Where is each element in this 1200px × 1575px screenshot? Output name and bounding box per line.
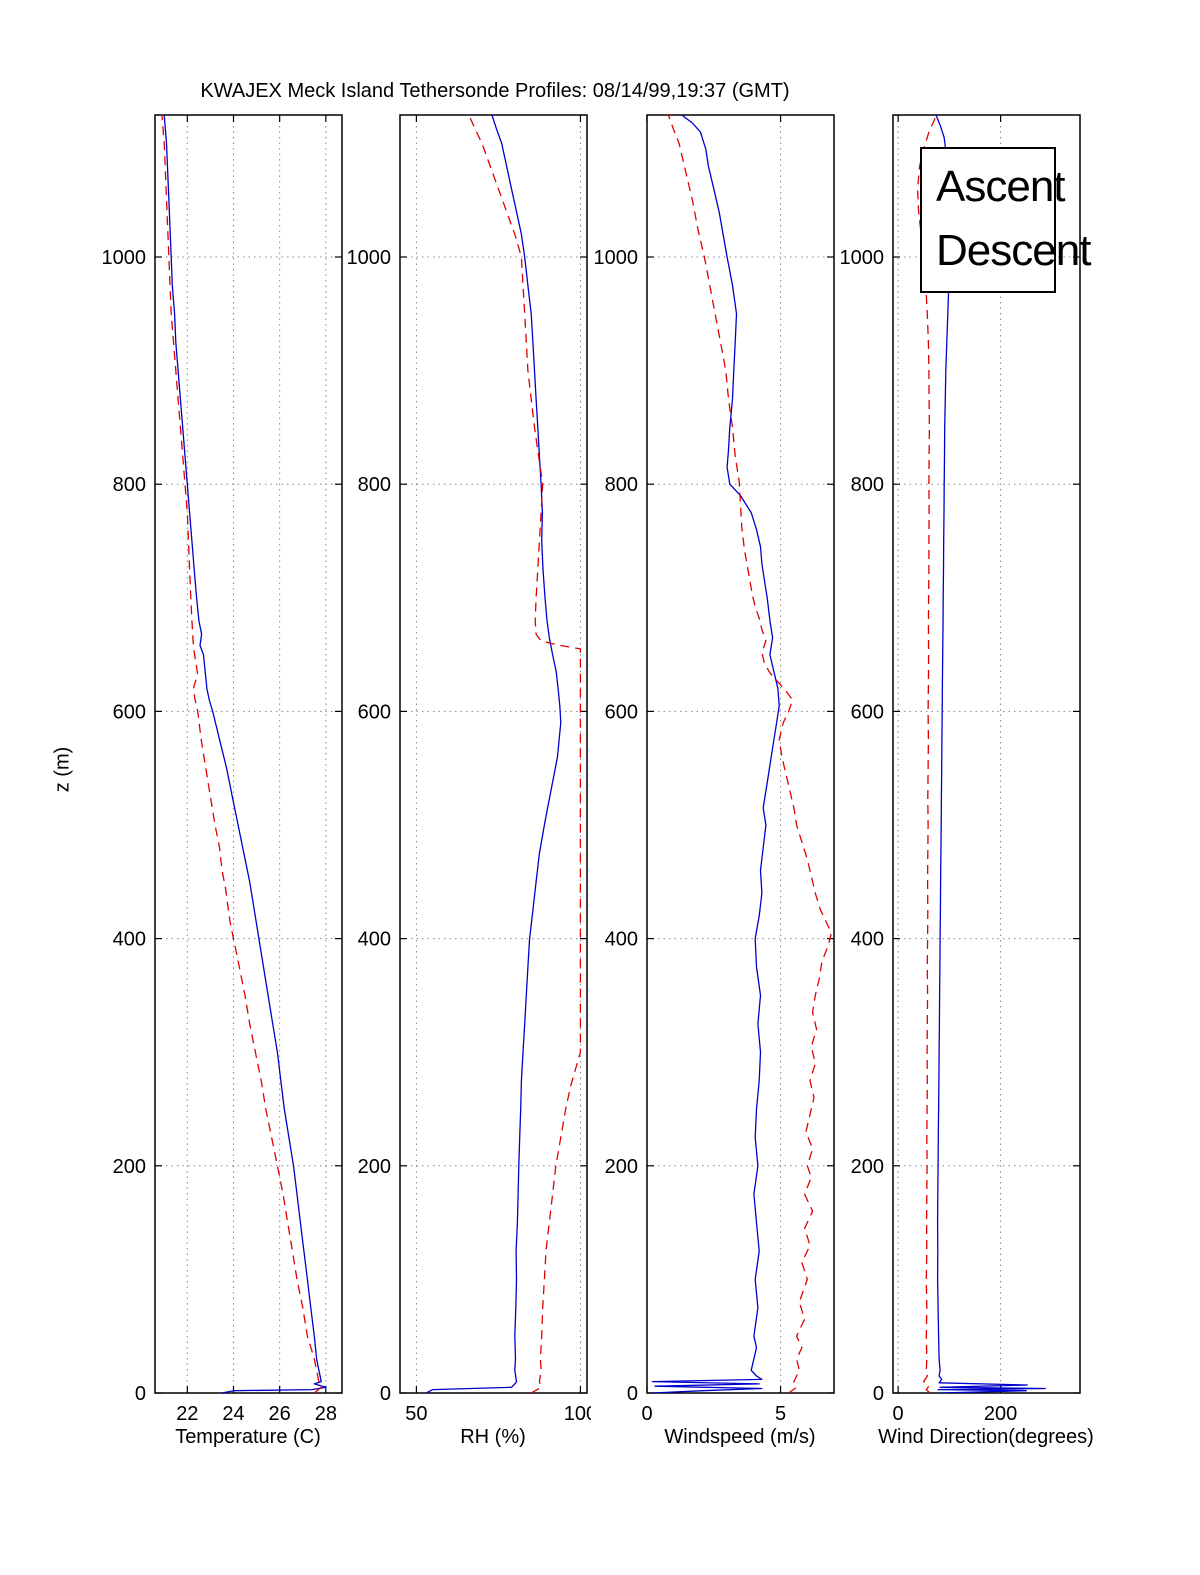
svg-text:0: 0	[873, 1383, 884, 1405]
svg-text:22: 22	[176, 1403, 198, 1425]
rh-plot: 0 200 400 600 800 1000 50 100	[347, 114, 591, 1425]
svg-text:200: 200	[358, 1156, 391, 1178]
svg-text:28: 28	[315, 1403, 337, 1425]
svg-text:1000: 1000	[102, 247, 147, 269]
temperature-plot: 0 200 400 600 800 1000 22 24 26 28	[102, 114, 343, 1425]
svg-text:400: 400	[605, 929, 638, 951]
wind-direction-plot: 0 200 400 600 800 1000 0 200	[840, 114, 1081, 1425]
legend: Ascent Descent	[920, 147, 1091, 293]
x-axis-label-windspeed: Windspeed (m/s)	[664, 1426, 816, 1448]
svg-text:800: 800	[851, 474, 884, 496]
svg-text:200: 200	[984, 1403, 1017, 1425]
svg-text:0: 0	[380, 1383, 391, 1405]
legend-entry-ascent: Ascent	[930, 155, 1066, 219]
svg-text:100: 100	[564, 1403, 591, 1425]
windspeed-plot: 0 200 400 600 800 1000 0 5	[594, 114, 835, 1425]
svg-text:800: 800	[605, 474, 638, 496]
svg-text:5: 5	[775, 1403, 786, 1425]
svg-text:600: 600	[113, 701, 146, 723]
chart-title: KWAJEX Meck Island Tethersonde Profiles:…	[200, 80, 790, 102]
svg-text:0: 0	[627, 1383, 638, 1405]
svg-text:1000: 1000	[840, 247, 885, 269]
svg-text:0: 0	[135, 1383, 146, 1405]
svg-text:200: 200	[113, 1156, 146, 1178]
x-axis-label-rh: RH (%)	[460, 1426, 526, 1448]
legend-label-ascent: Ascent	[936, 162, 1066, 211]
svg-text:0: 0	[893, 1403, 904, 1425]
svg-text:600: 600	[605, 701, 638, 723]
svg-text:800: 800	[113, 474, 146, 496]
svg-text:26: 26	[269, 1403, 291, 1425]
svg-text:50: 50	[405, 1403, 427, 1425]
svg-text:600: 600	[851, 701, 884, 723]
x-axis-label-temperature: Temperature (C)	[175, 1426, 321, 1448]
svg-text:400: 400	[113, 929, 146, 951]
svg-text:1000: 1000	[594, 247, 639, 269]
legend-entry-descent: Descent	[930, 219, 1091, 283]
svg-text:1000: 1000	[347, 247, 392, 269]
svg-text:200: 200	[851, 1156, 884, 1178]
legend-label-descent: Descent	[936, 226, 1091, 275]
y-axis-label: z (m)	[51, 746, 74, 793]
svg-text:400: 400	[358, 929, 391, 951]
svg-text:600: 600	[358, 701, 391, 723]
x-axis-label-wind-direction: Wind Direction(degrees)	[878, 1426, 1094, 1448]
svg-text:400: 400	[851, 929, 884, 951]
svg-text:200: 200	[605, 1156, 638, 1178]
svg-text:800: 800	[358, 474, 391, 496]
svg-text:24: 24	[222, 1403, 244, 1425]
svg-text:0: 0	[641, 1403, 652, 1425]
